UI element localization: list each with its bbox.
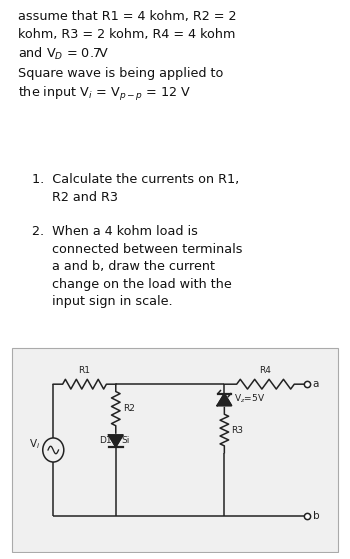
Text: V$_z$=5V: V$_z$=5V xyxy=(233,392,265,405)
Text: 1.  Calculate the currents on R1,
     R2 and R3: 1. Calculate the currents on R1, R2 and … xyxy=(32,173,239,204)
FancyBboxPatch shape xyxy=(12,348,338,552)
Text: b: b xyxy=(313,511,319,521)
Text: 2.  When a 4 kohm load is
     connected between terminals
     a and b, draw th: 2. When a 4 kohm load is connected betwe… xyxy=(32,225,242,308)
Text: a: a xyxy=(313,379,319,389)
Text: R2: R2 xyxy=(123,404,135,413)
Text: V$_i$: V$_i$ xyxy=(29,438,40,451)
Text: R4: R4 xyxy=(260,366,271,375)
Text: assume that R1 = 4 kohm, R2 = 2
kohm, R3 = 2 kohm, R4 = 4 kohm
and V$_D$ = 0.7V
: assume that R1 = 4 kohm, R2 = 2 kohm, R3… xyxy=(18,11,236,103)
Text: R3: R3 xyxy=(232,425,244,434)
Text: D1: D1 xyxy=(99,437,111,446)
Text: R1: R1 xyxy=(78,366,91,375)
Polygon shape xyxy=(108,435,123,447)
Text: Si: Si xyxy=(122,437,130,446)
Polygon shape xyxy=(217,394,232,406)
